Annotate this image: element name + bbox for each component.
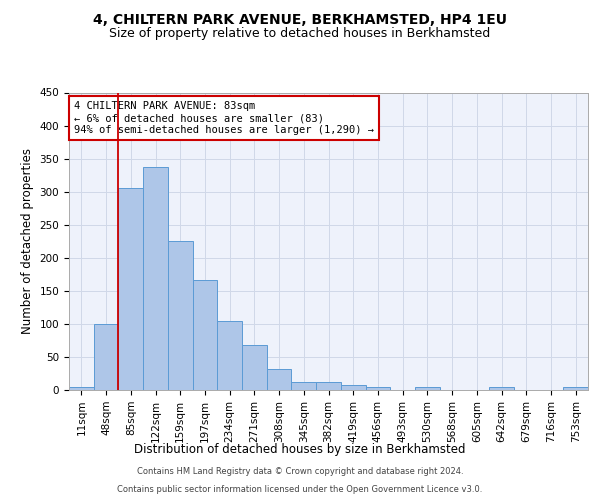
Bar [316,382,341,390]
Bar [69,386,94,390]
Bar [365,386,390,390]
Bar [193,280,217,390]
Bar [143,166,168,390]
Text: Size of property relative to detached houses in Berkhamsted: Size of property relative to detached ho… [109,28,491,40]
Text: Contains HM Land Registry data © Crown copyright and database right 2024.: Contains HM Land Registry data © Crown c… [137,467,463,476]
Text: 4, CHILTERN PARK AVENUE, BERKHAMSTED, HP4 1EU: 4, CHILTERN PARK AVENUE, BERKHAMSTED, HP… [93,12,507,26]
Text: Distribution of detached houses by size in Berkhamsted: Distribution of detached houses by size … [134,442,466,456]
Bar [341,386,365,390]
Bar [415,388,440,390]
Text: Contains public sector information licensed under the Open Government Licence v3: Contains public sector information licen… [118,485,482,494]
Bar [563,388,588,390]
Bar [94,324,118,390]
Bar [292,382,316,390]
Text: 4 CHILTERN PARK AVENUE: 83sqm
← 6% of detached houses are smaller (83)
94% of se: 4 CHILTERN PARK AVENUE: 83sqm ← 6% of de… [74,102,374,134]
Y-axis label: Number of detached properties: Number of detached properties [21,148,34,334]
Bar [489,388,514,390]
Bar [168,240,193,390]
Bar [267,369,292,390]
Bar [242,345,267,390]
Bar [217,320,242,390]
Bar [118,188,143,390]
